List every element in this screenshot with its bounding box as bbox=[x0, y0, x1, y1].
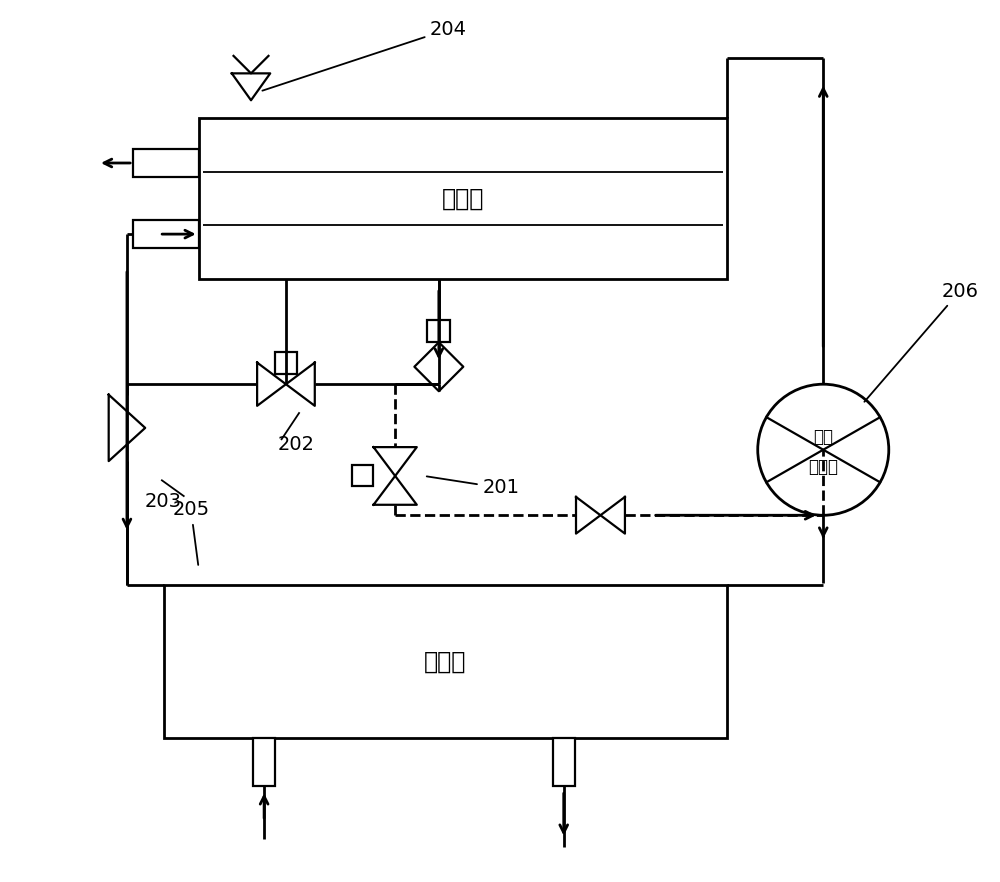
Text: 203: 203 bbox=[144, 491, 181, 511]
Polygon shape bbox=[374, 447, 417, 476]
Circle shape bbox=[758, 385, 889, 515]
Text: 冷凝器: 冷凝器 bbox=[442, 187, 484, 211]
Text: 206: 206 bbox=[864, 282, 978, 402]
Polygon shape bbox=[576, 497, 600, 534]
Polygon shape bbox=[600, 497, 625, 534]
Text: 蔻发器: 蔻发器 bbox=[424, 650, 467, 674]
Polygon shape bbox=[109, 395, 145, 461]
Polygon shape bbox=[286, 363, 315, 406]
FancyBboxPatch shape bbox=[133, 149, 199, 177]
Polygon shape bbox=[374, 476, 417, 505]
FancyBboxPatch shape bbox=[275, 352, 297, 374]
FancyBboxPatch shape bbox=[253, 738, 275, 786]
Text: 201: 201 bbox=[427, 476, 520, 497]
Text: 205: 205 bbox=[172, 500, 210, 565]
FancyBboxPatch shape bbox=[427, 319, 450, 342]
FancyBboxPatch shape bbox=[352, 466, 373, 487]
Text: 螺杆: 螺杆 bbox=[813, 428, 833, 445]
Polygon shape bbox=[257, 363, 286, 406]
FancyBboxPatch shape bbox=[199, 117, 727, 280]
Text: 202: 202 bbox=[277, 435, 314, 453]
FancyBboxPatch shape bbox=[553, 738, 575, 786]
Text: 压缩机: 压缩机 bbox=[808, 459, 838, 476]
FancyBboxPatch shape bbox=[164, 585, 727, 738]
FancyBboxPatch shape bbox=[133, 220, 199, 248]
Text: 204: 204 bbox=[262, 19, 467, 91]
